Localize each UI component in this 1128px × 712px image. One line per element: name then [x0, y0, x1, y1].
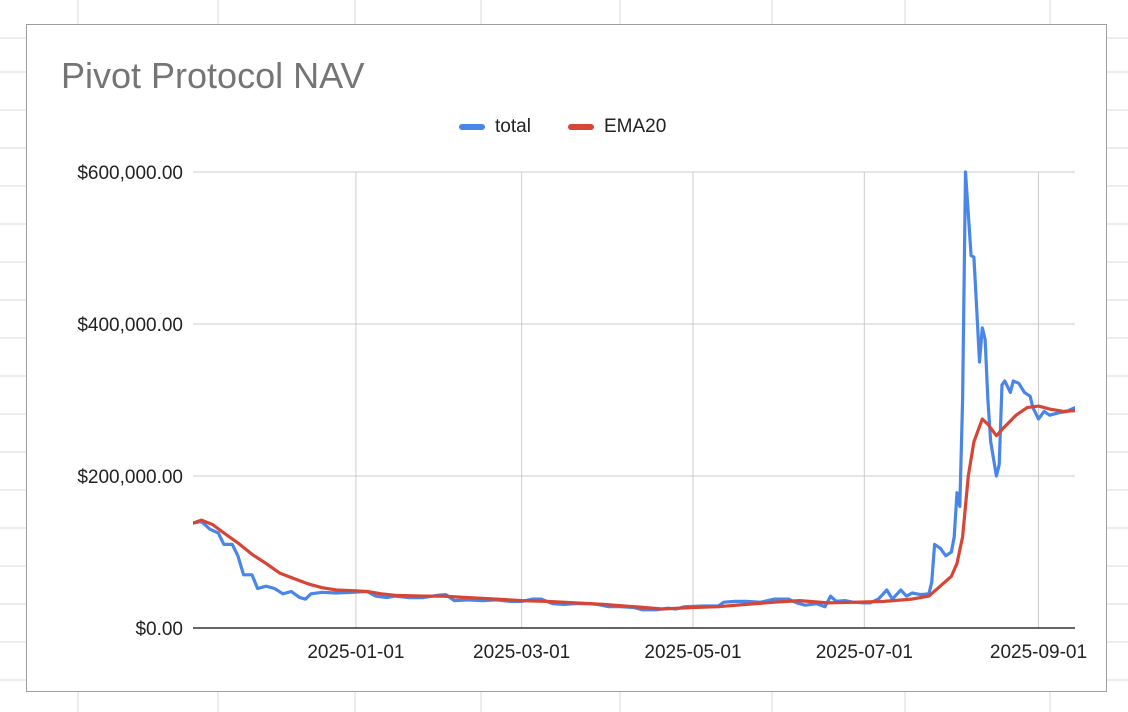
- legend-item-total[interactable]: total: [459, 116, 531, 137]
- chart-title: Pivot Protocol NAV: [61, 55, 365, 96]
- legend-item-ema20[interactable]: EMA20: [568, 116, 667, 137]
- legend-label-ema20: EMA20: [604, 116, 667, 137]
- chart-card[interactable]: Pivot Protocol NAV total EMA20 $0.00 $200…: [26, 24, 1107, 692]
- x-tick-label: 2025-01-01: [307, 642, 404, 663]
- y-tick-label: $0.00: [135, 619, 183, 640]
- y-tick-label: $200,000.00: [77, 467, 183, 488]
- legend-label-total: total: [495, 116, 531, 137]
- x-tick-label: 2025-07-01: [816, 642, 913, 663]
- y-tick-label: $400,000.00: [77, 315, 183, 336]
- x-tick-label: 2025-05-01: [644, 642, 741, 663]
- series-line-total: [193, 170, 1075, 612]
- y-tick-label: $600,000.00: [77, 163, 183, 184]
- legend-swatch-ema20: [568, 124, 594, 130]
- series-line-ema20: [193, 404, 1075, 611]
- plot-area: $0.00 $200,000.00 $400,000.00 $600,000.00 20…: [77, 163, 1087, 663]
- legend-swatch-total: [459, 124, 485, 130]
- x-tick-label: 2025-03-01: [473, 642, 570, 663]
- x-tick-label: 2025-09-01: [990, 642, 1087, 663]
